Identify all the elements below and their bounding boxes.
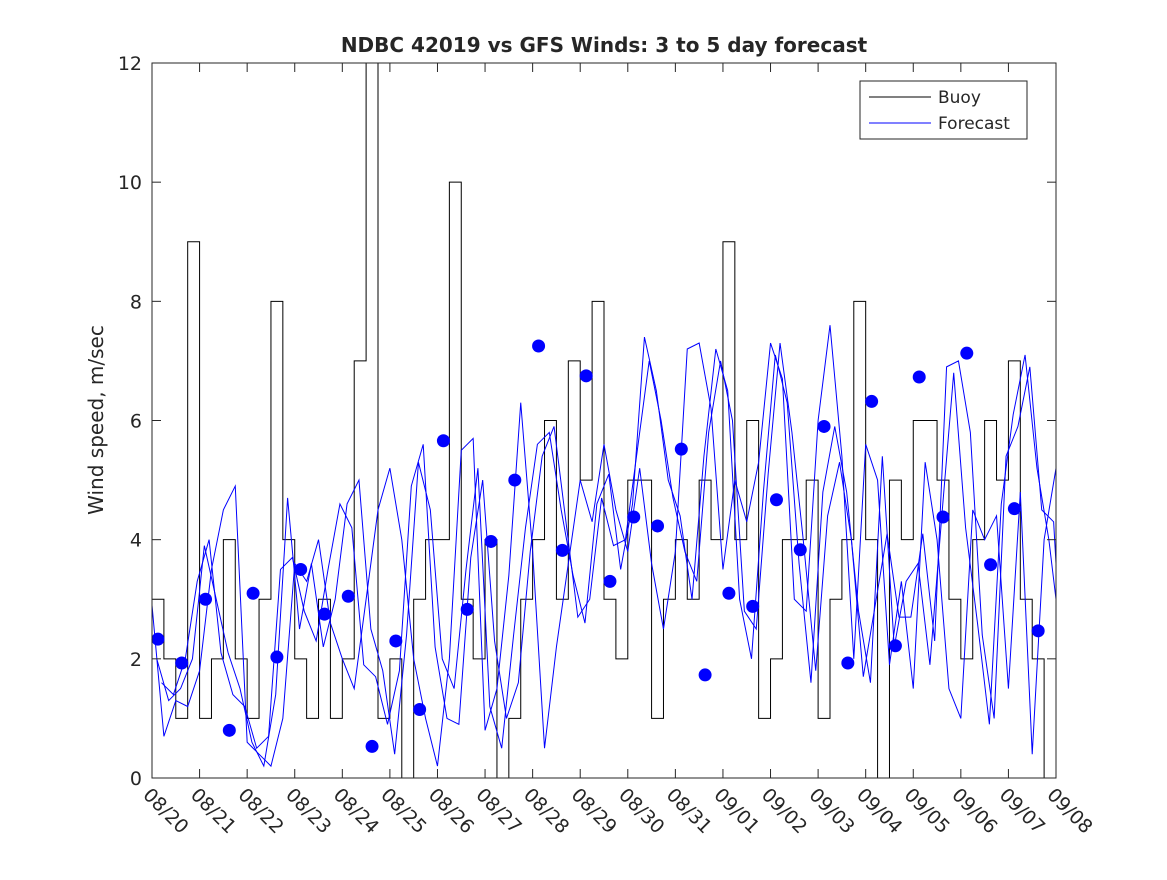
forecast-line-3	[161, 342, 1057, 750]
x-tick-label: 08/23	[281, 784, 335, 838]
y-tick-label: 0	[130, 768, 142, 790]
forecast-marker	[698, 668, 712, 682]
forecast-marker	[793, 543, 807, 557]
y-tick-label: 10	[118, 172, 142, 194]
x-tick-label: 08/21	[186, 784, 240, 838]
forecast-marker	[603, 574, 617, 588]
forecast-marker	[960, 346, 974, 360]
legend-box	[859, 80, 1028, 140]
forecast-marker	[175, 656, 189, 670]
forecast-marker	[865, 394, 879, 408]
x-tick-label: 08/26	[424, 784, 478, 838]
x-tick-label: 09/07	[995, 784, 1049, 838]
forecast-marker	[888, 639, 902, 653]
y-tick-label: 2	[130, 649, 142, 671]
forecast-marker	[912, 370, 926, 384]
forecast-marker	[389, 634, 403, 648]
forecast-marker	[460, 602, 474, 616]
x-tick-label: 09/05	[900, 784, 954, 838]
forecast-marker	[555, 543, 569, 557]
forecast-marker	[317, 607, 331, 621]
forecast-marker	[294, 562, 308, 576]
forecast-marker	[508, 473, 522, 487]
legend-forecast-label: Forecast	[938, 114, 1010, 134]
plot-area: 02468101208/2008/2108/2208/2308/2408/250…	[118, 53, 1097, 838]
forecast-marker	[246, 586, 260, 600]
y-axis-label: Wind speed, m/sec	[84, 325, 108, 515]
x-tick-label: 08/29	[567, 784, 621, 838]
x-tick-label: 08/28	[519, 784, 573, 838]
legend-buoy-label: Buoy	[938, 88, 981, 108]
x-tick-label: 09/01	[709, 784, 763, 838]
chart-title: NDBC 42019 vs GFS Winds: 3 to 5 day fore…	[341, 33, 868, 57]
forecast-marker	[413, 702, 427, 716]
forecast-marker	[436, 434, 450, 448]
x-tick-label: 09/04	[852, 784, 906, 838]
y-tick-label: 4	[130, 530, 142, 552]
forecast-marker	[1007, 502, 1021, 516]
x-tick-label: 09/08	[1042, 784, 1096, 838]
forecast-marker	[365, 739, 379, 753]
x-tick-label: 08/25	[376, 784, 430, 838]
y-tick-label: 6	[130, 411, 142, 433]
forecast-marker	[1031, 624, 1045, 638]
x-tick-label: 09/06	[947, 784, 1001, 838]
y-tick-label: 8	[130, 291, 142, 313]
forecast-marker	[532, 339, 546, 353]
forecast-line-2	[156, 336, 1057, 768]
forecast-marker	[936, 510, 950, 524]
forecast-marker	[746, 599, 760, 613]
x-tick-label: 08/20	[138, 784, 192, 838]
x-tick-label: 09/02	[757, 784, 811, 838]
x-tick-label: 08/30	[614, 784, 668, 838]
x-tick-label: 08/22	[234, 784, 288, 838]
x-tick-label: 08/27	[472, 784, 526, 838]
forecast-marker	[222, 723, 236, 737]
forecast-marker	[722, 586, 736, 600]
x-tick-label: 08/24	[329, 784, 383, 838]
forecast-marker	[984, 558, 998, 572]
x-tick-label: 09/03	[805, 784, 859, 838]
forecast-marker	[817, 419, 831, 433]
forecast-marker	[651, 519, 665, 533]
series-layer	[151, 62, 1057, 779]
forecast-marker	[484, 534, 498, 548]
forecast-marker	[769, 493, 783, 507]
x-tick-label: 08/31	[662, 784, 716, 838]
forecast-marker	[579, 369, 593, 383]
forecast-marker	[674, 442, 688, 456]
forecast-marker	[199, 592, 213, 606]
legend: Buoy Forecast	[859, 80, 1028, 140]
forecast-marker	[841, 656, 855, 670]
forecast-marker	[151, 632, 165, 646]
forecast-marker	[270, 650, 284, 664]
forecast-marker	[627, 510, 641, 524]
forecast-marker	[341, 589, 355, 603]
y-tick-label: 12	[118, 53, 142, 75]
